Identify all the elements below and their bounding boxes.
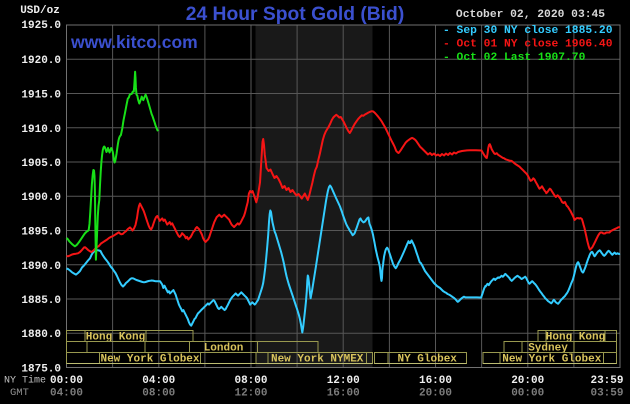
svg-text:- Oct 02 Last 1907.70: - Oct 02 Last 1907.70: [443, 52, 586, 64]
svg-text:03:59: 03:59: [590, 388, 623, 400]
svg-text:20:00: 20:00: [419, 388, 452, 400]
svg-text:00:00: 00:00: [511, 388, 544, 400]
svg-text:New York NYMEX: New York NYMEX: [271, 353, 364, 365]
svg-text:Hong Kong: Hong Kong: [86, 331, 145, 343]
svg-text:October 02, 2020 03:45: October 02, 2020 03:45: [456, 9, 605, 21]
svg-text:1890.0: 1890.0: [21, 261, 61, 273]
svg-text:00:00: 00:00: [50, 375, 83, 387]
svg-text:www.kitco.com: www.kitco.com: [70, 32, 198, 52]
svg-text:NY Globex: NY Globex: [397, 353, 457, 365]
svg-text:1875.0: 1875.0: [21, 364, 61, 376]
svg-text:12:00: 12:00: [234, 388, 267, 400]
svg-text:1925.0: 1925.0: [21, 20, 61, 32]
svg-text:NY Time: NY Time: [4, 375, 46, 387]
svg-text:1900.0: 1900.0: [21, 192, 61, 204]
svg-text:Sydney: Sydney: [528, 342, 568, 354]
svg-text:24 Hour Spot Gold (Bid): 24 Hour Spot Gold (Bid): [186, 4, 405, 25]
svg-text:1885.0: 1885.0: [21, 295, 61, 307]
svg-text:04:00: 04:00: [50, 388, 83, 400]
svg-text:New York Globex: New York Globex: [502, 353, 601, 365]
svg-text:12:00: 12:00: [327, 375, 360, 387]
svg-text:GMT: GMT: [10, 387, 29, 399]
svg-text:16:00: 16:00: [419, 375, 452, 387]
svg-text:1895.0: 1895.0: [21, 227, 61, 239]
svg-text:04:00: 04:00: [142, 375, 175, 387]
svg-text:1905.0: 1905.0: [21, 158, 61, 170]
svg-text:08:00: 08:00: [142, 388, 175, 400]
svg-text:1915.0: 1915.0: [21, 90, 61, 102]
svg-text:USD/oz: USD/oz: [20, 5, 60, 17]
svg-text:New York Globex: New York Globex: [100, 353, 199, 365]
svg-text:23:59: 23:59: [590, 375, 623, 387]
svg-text:1880.0: 1880.0: [21, 329, 61, 341]
svg-text:20:00: 20:00: [511, 375, 544, 387]
svg-text:08:00: 08:00: [234, 375, 267, 387]
svg-text:1910.0: 1910.0: [21, 124, 61, 136]
svg-text:16:00: 16:00: [327, 388, 360, 400]
svg-text:London: London: [204, 342, 244, 354]
svg-text:- Oct 01 NY close 1906.40: - Oct 01 NY close 1906.40: [443, 39, 613, 51]
svg-text:- Sep 30 NY close 1885.20: - Sep 30 NY close 1885.20: [443, 25, 613, 37]
svg-text:1920.0: 1920.0: [21, 55, 61, 67]
svg-text:Hong Kong: Hong Kong: [546, 331, 605, 343]
